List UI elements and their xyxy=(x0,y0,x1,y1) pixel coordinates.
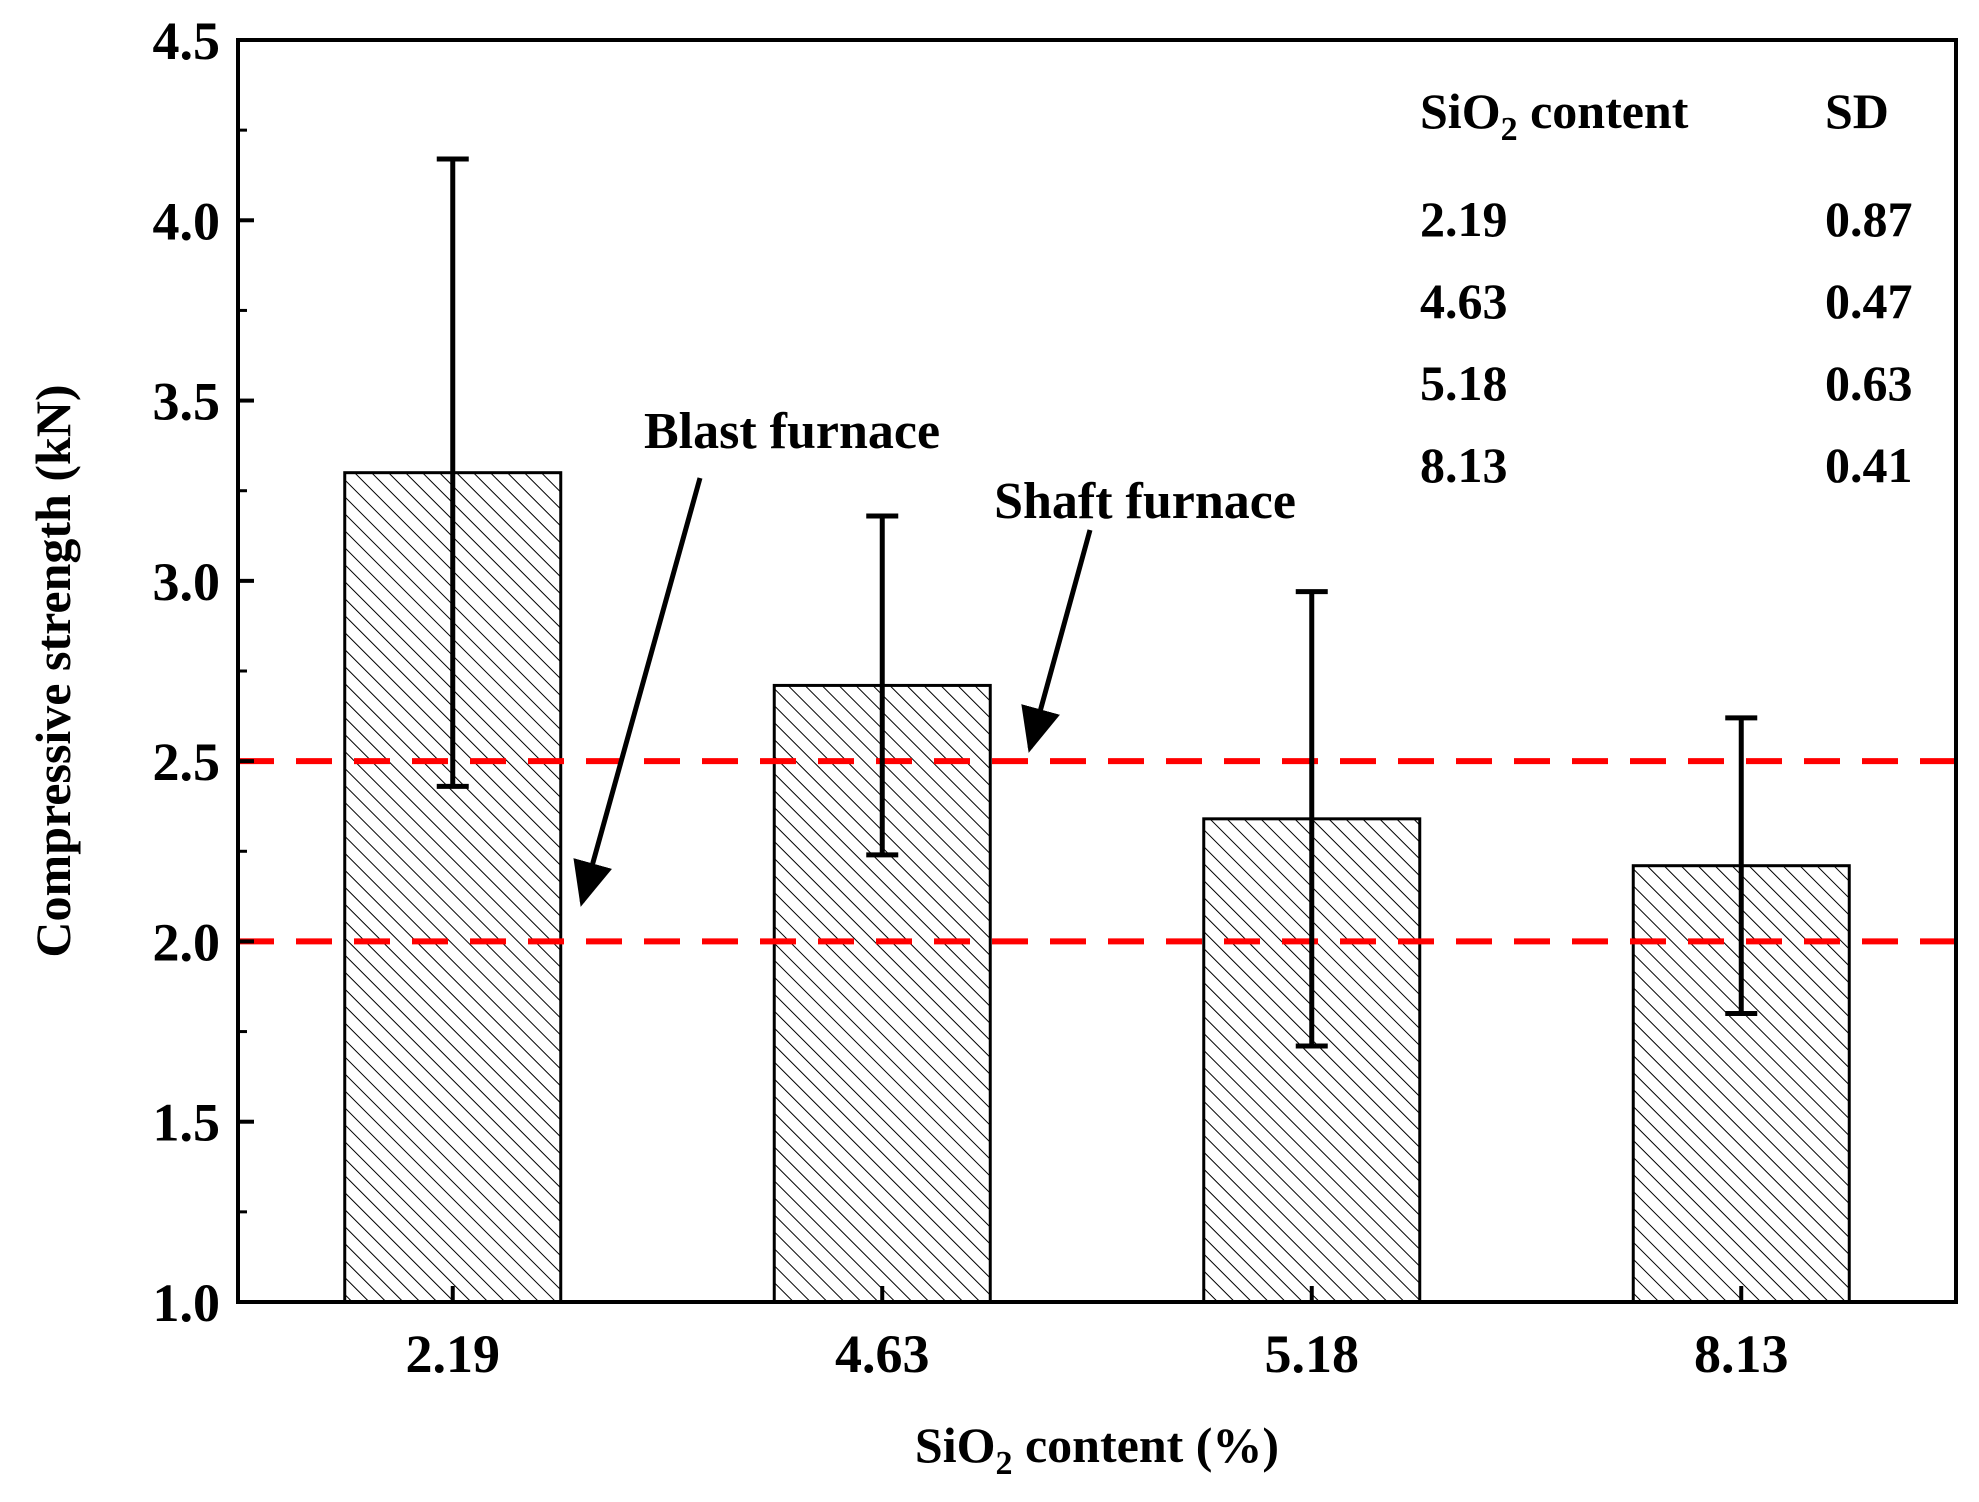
y-tick-label: 3.5 xyxy=(153,372,221,432)
sd-row-content: 2.19 xyxy=(1420,191,1508,247)
y-tick-label: 4.0 xyxy=(153,191,221,251)
bar-series xyxy=(343,471,1851,1304)
annotation-blast-furnace: Blast furnace xyxy=(573,403,940,907)
sd-row-sd: 0.41 xyxy=(1825,437,1913,493)
y-axis-title: Compressive strength (kN) xyxy=(25,384,81,957)
sd-row-content: 4.63 xyxy=(1420,273,1508,329)
sd-row-content: 8.13 xyxy=(1420,437,1508,493)
y-tick-label: 3.0 xyxy=(153,552,221,612)
error-bar-4.63 xyxy=(866,513,899,858)
y-tick-label: 2.0 xyxy=(153,912,221,972)
y-tick-label: 1.5 xyxy=(153,1093,221,1153)
svg-text:Blast furnace: Blast furnace xyxy=(644,403,940,460)
error-bar-5.18 xyxy=(1295,589,1328,1049)
error-bars xyxy=(436,156,1758,1049)
x-tick-label: 2.19 xyxy=(406,1324,501,1384)
sd-row-content: 5.18 xyxy=(1420,355,1508,411)
error-bar-2.19 xyxy=(436,156,469,789)
x-tick-label: 8.13 xyxy=(1694,1324,1789,1384)
sd-table: SiO2 content SD 2.19 0.87 4.63 0.47 5.18… xyxy=(1420,83,1913,493)
x-axis-title: SiO2 content (%) xyxy=(915,1417,1279,1482)
sd-row-sd: 0.87 xyxy=(1825,191,1913,247)
y-tick-label: 1.0 xyxy=(153,1273,221,1333)
sd-table-header-content: SiO2 content xyxy=(1420,83,1689,148)
y-tick-label: 2.5 xyxy=(153,732,221,792)
error-bar-8.13 xyxy=(1725,715,1758,1017)
x-axis: 2.19 4.63 5.18 8.13 xyxy=(406,1286,1789,1384)
y-axis: 1.0 1.5 2.0 2.5 3.0 3.5 4.0 4.5 xyxy=(153,11,254,1333)
x-tick-label: 4.63 xyxy=(835,1324,930,1384)
sd-row-sd: 0.63 xyxy=(1825,355,1913,411)
x-tick-label: 5.18 xyxy=(1265,1324,1360,1384)
svg-text:Shaft furnace: Shaft furnace xyxy=(994,473,1296,530)
sd-row-sd: 0.47 xyxy=(1825,273,1913,329)
sd-table-header-sd: SD xyxy=(1825,83,1889,139)
annotation-shaft-furnace: Shaft furnace xyxy=(994,473,1296,753)
y-tick-label: 4.5 xyxy=(153,11,221,71)
